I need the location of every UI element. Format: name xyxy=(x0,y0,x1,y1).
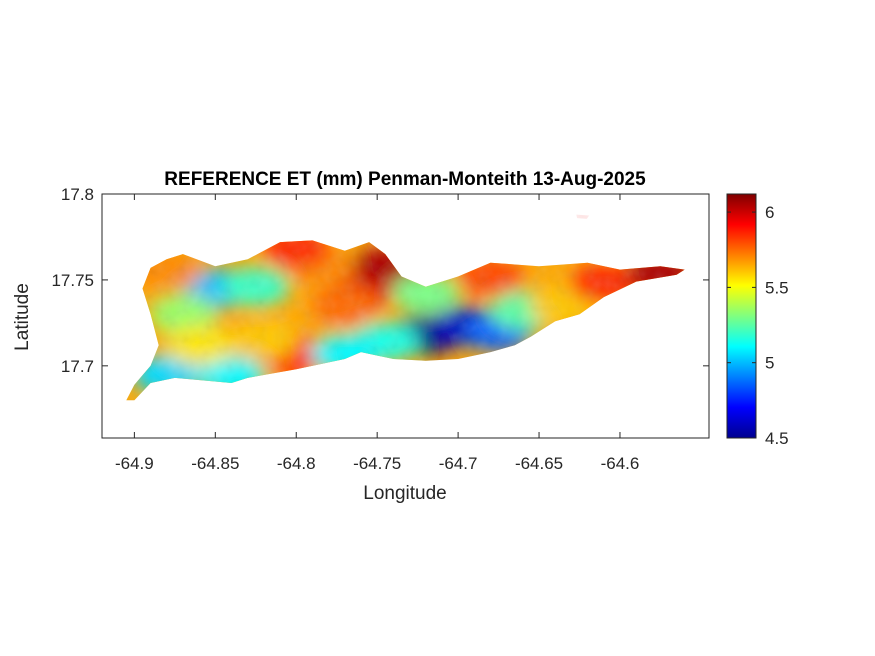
x-tick-label: -64.9 xyxy=(115,454,154,473)
y-tick-label: 17.7 xyxy=(61,357,94,376)
et-islet-blob xyxy=(576,214,589,220)
colorbar-tick-label: 5 xyxy=(765,354,774,373)
colorbar-gradient xyxy=(727,194,756,438)
y-axis: 17.7 17.75 17.8 xyxy=(51,185,709,376)
colorbar: 4.5 5 5.5 6 xyxy=(726,193,789,448)
x-axis: -64.9 -64.85 -64.8 -64.75 -64.7 -64.65 -64.6 xyxy=(115,194,639,473)
x-tick-label: -64.6 xyxy=(601,454,640,473)
et-map xyxy=(126,214,685,401)
chart-title: REFERENCE ET (mm) Penman-Monteith 13-Aug… xyxy=(164,169,646,190)
et-field-texture xyxy=(126,230,685,401)
colorbar-frame xyxy=(726,193,757,439)
plot-area: -64.9 -64.85 -64.8 -64.75 -64.7 -64.65 -64.6 1… xyxy=(51,185,710,473)
y-tick-label: 17.75 xyxy=(51,271,94,290)
colorbar-tick-label: 6 xyxy=(765,203,774,222)
colorbar-tick-label: 4.5 xyxy=(765,429,789,448)
x-tick-label: -64.7 xyxy=(439,454,478,473)
y-axis-label: Latitude xyxy=(12,283,33,351)
x-tick-label: -64.65 xyxy=(515,454,563,473)
y-tick-label: 17.8 xyxy=(61,185,94,204)
axes-box xyxy=(101,193,710,439)
x-tick-label: -64.75 xyxy=(353,454,401,473)
x-axis-label: Longitude xyxy=(363,483,446,504)
x-tick-label: -64.8 xyxy=(277,454,316,473)
x-tick-label: -64.85 xyxy=(191,454,239,473)
colorbar-tick-label: 5.5 xyxy=(765,278,789,297)
